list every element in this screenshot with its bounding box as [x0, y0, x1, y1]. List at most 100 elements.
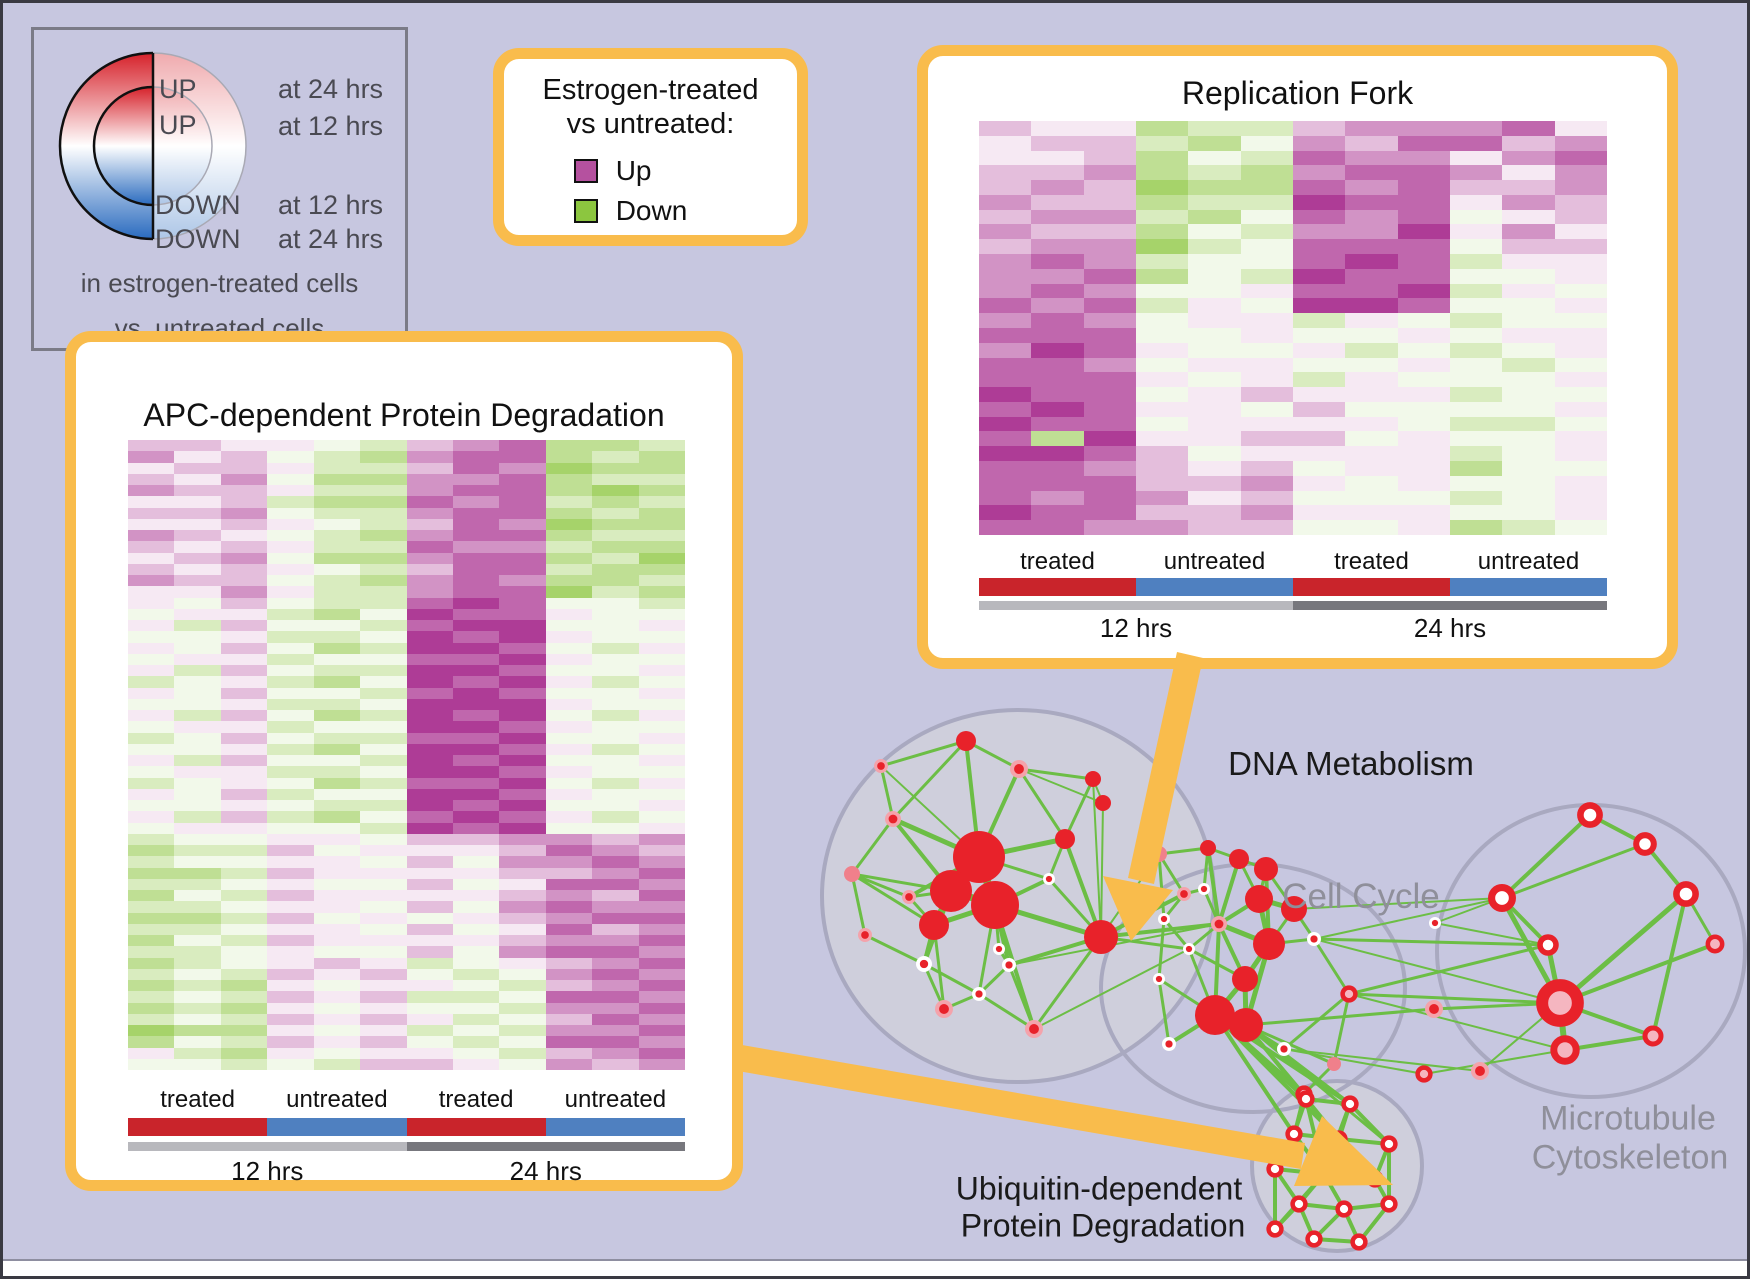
- heatmap-cell: [360, 721, 407, 733]
- heatmap-cell: [979, 135, 1032, 151]
- heatmap-cell: [1083, 475, 1136, 491]
- network-node: [1536, 979, 1584, 1027]
- heatmap-cell: [1397, 475, 1450, 491]
- heatmap-cell: [1135, 165, 1189, 181]
- heatmap-cell: [452, 451, 500, 463]
- heatmap-cell: [1031, 357, 1084, 373]
- heatmap-cell: [452, 732, 500, 744]
- heatmap-cell: [638, 912, 685, 924]
- heatmap-cell: [1397, 268, 1450, 284]
- heatmap-cell: [128, 631, 175, 643]
- heatmap-cell: [313, 856, 361, 868]
- heatmap-cell: [592, 777, 639, 789]
- heatmap-cell: [592, 1013, 639, 1025]
- network-edge: [1342, 1202, 1391, 1211]
- heatmap-cell: [452, 575, 500, 587]
- heatmap-cell: [1188, 416, 1241, 432]
- network-edge: [1157, 852, 1186, 896]
- network-node-core: [1280, 1045, 1288, 1053]
- heatmap-cell: [128, 800, 175, 812]
- heatmap-cell: [1345, 520, 1398, 535]
- heatmap-cell: [174, 991, 221, 1003]
- heatmap-cell: [220, 1036, 268, 1048]
- network-node: [1183, 943, 1195, 955]
- heatmap-cell: [128, 901, 175, 913]
- heatmap-cell: [592, 743, 639, 755]
- heatmap-cell: [313, 473, 361, 485]
- heatmap-cell: [979, 327, 1032, 343]
- heatmap-cell: [174, 1036, 221, 1048]
- heatmap-cell: [499, 1058, 546, 1070]
- heatmap-cell: [1292, 475, 1346, 491]
- network-edge: [1373, 1177, 1391, 1206]
- heatmap-cell: [1502, 327, 1555, 343]
- heatmap-cell: [174, 665, 221, 677]
- network-edge: [922, 923, 936, 966]
- network-edge: [992, 902, 1104, 940]
- heatmap-cell: [406, 485, 453, 497]
- network-node: [1043, 873, 1055, 885]
- heatmap-cell: [499, 923, 546, 935]
- heatmap-cell: [267, 867, 314, 879]
- network-edge: [1267, 937, 1316, 946]
- network-edge: [1322, 1172, 1346, 1211]
- heatmap-cell: [406, 766, 453, 778]
- heatmap-cell: [1135, 194, 1189, 210]
- heatmap-cell: [128, 755, 175, 767]
- heatmap-cell: [128, 946, 175, 958]
- heatmap-cell: [267, 496, 314, 508]
- network-edge: [879, 764, 895, 821]
- heatmap-cell: [1135, 387, 1189, 402]
- heatmap-cell: [452, 890, 500, 902]
- heatmap-cell: [1031, 387, 1084, 402]
- heatmap-cell: [1083, 150, 1136, 166]
- heatmap-cell: [545, 867, 593, 879]
- up-color-swatch: [573, 159, 598, 183]
- heatmap-cell: [452, 1025, 500, 1037]
- network-node: [1340, 985, 1358, 1003]
- network-node: [1341, 1095, 1359, 1113]
- heatmap-cell: [267, 1002, 314, 1014]
- heatmap-cell: [406, 755, 453, 767]
- heatmap-cell: [1345, 135, 1398, 151]
- heatmap-cell: [1240, 254, 1293, 269]
- condition-label: treated: [1020, 548, 1095, 575]
- heatmap-cell: [128, 530, 175, 542]
- heatmap-cell: [638, 473, 685, 485]
- heatmap-cell: [499, 867, 546, 879]
- heatmap-cell: [1449, 401, 1503, 417]
- heatmap-cell: [545, 743, 593, 755]
- network-node-core: [1431, 919, 1439, 927]
- heatmap-cell: [638, 676, 685, 688]
- heatmap-cell: [313, 766, 361, 778]
- heatmap-cell: [1188, 224, 1241, 240]
- heatmap-cell: [406, 822, 453, 834]
- heatmap-cell: [174, 608, 221, 620]
- heatmap-cell: [360, 766, 407, 778]
- heatmap-cell: [499, 845, 546, 857]
- heatmap-cell: [1188, 520, 1241, 535]
- network-node-core: [1045, 875, 1053, 883]
- heatmap-cell: [1449, 505, 1503, 521]
- heatmap-cell: [313, 923, 361, 935]
- heatmap-cell: [220, 608, 268, 620]
- inner-right-outline: [152, 86, 213, 206]
- network-edge: [1033, 948, 1190, 1030]
- apc-panel: APC-dependent Protein Degradation treate…: [65, 331, 743, 1191]
- network-node: [1162, 1037, 1176, 1051]
- up-24-time: at 24 hrs: [278, 74, 384, 104]
- heatmap-cell: [545, 912, 593, 924]
- network-edge: [850, 872, 911, 899]
- heatmap-cell: [1031, 121, 1084, 136]
- heatmap-cell: [174, 912, 221, 924]
- heatmap-cell: [545, 575, 593, 587]
- heatmap-cell: [406, 653, 453, 665]
- heatmap-cell: [638, 755, 685, 767]
- dna-metabolism-circle: [820, 708, 1216, 1084]
- heatmap-cell: [313, 833, 361, 845]
- heatmap-cell: [220, 462, 268, 474]
- heatmap-cell: [1083, 520, 1136, 535]
- heatmap-cell: [313, 890, 361, 902]
- heatmap-cell: [267, 923, 314, 935]
- heatmap-cell: [267, 552, 314, 564]
